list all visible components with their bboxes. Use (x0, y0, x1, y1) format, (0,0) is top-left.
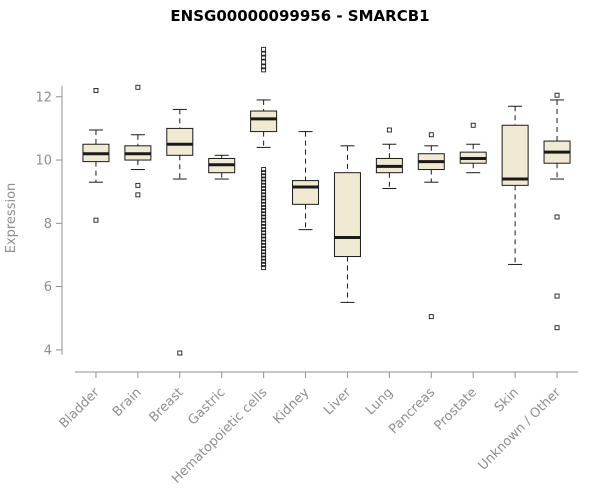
outlier-unknown-other (554, 92, 560, 98)
outlier-hematopoietic-cells (261, 243, 267, 248)
outlier-hematopoietic-cells (261, 176, 267, 182)
y-tick-label: 6 (44, 280, 52, 295)
outlier-hematopoietic-cells (261, 173, 267, 179)
outlier-pancreas (428, 314, 434, 320)
outlier-brain (135, 182, 141, 188)
outlier-hematopoietic-cells (261, 192, 267, 198)
outlier-brain (135, 84, 141, 90)
outlier-hematopoietic-cells (261, 239, 267, 245)
outlier-hematopoietic-cells (261, 170, 267, 176)
y-tick-label: 10 (35, 154, 52, 169)
x-tick-label-brain: Brain (110, 385, 145, 420)
outlier-hematopoietic-cells (261, 233, 267, 239)
y-tick-label: 8 (44, 217, 52, 232)
outlier-unknown-other (554, 214, 560, 220)
x-tick-label-kidney: Kidney (270, 385, 312, 427)
x-tick-label-prostate: Prostate (432, 385, 480, 433)
outlier-brain (135, 192, 141, 198)
x-tick-label-liver: Liver (321, 385, 355, 419)
x-tick-label-lung: Lung (363, 385, 396, 418)
outlier-hematopoietic-cells (261, 189, 267, 195)
outlier-hematopoietic-cells (261, 220, 267, 226)
outlier-hematopoietic-cells (261, 224, 267, 229)
x-tick-label-breast: Breast (146, 385, 186, 425)
outlier-hematopoietic-cells (261, 261, 267, 267)
outlier-hematopoietic-cells (261, 265, 267, 271)
outlier-hematopoietic-cells (261, 205, 267, 210)
outlier-bladder (93, 217, 99, 223)
outlier-hematopoietic-cells (261, 182, 267, 188)
x-tick-label-unknown-other: Unknown / Other (476, 385, 565, 474)
box-skin (501, 124, 529, 186)
outlier-hematopoietic-cells (261, 179, 267, 185)
outlier-hematopoietic-cells (261, 64, 267, 70)
outlier-hematopoietic-cells (261, 208, 267, 214)
outlier-lung (386, 127, 392, 133)
box-hematopoietic-cells (250, 110, 278, 133)
y-axis-label: Expression (4, 183, 19, 254)
y-tick-label: 4 (44, 343, 52, 358)
x-tick-label-pancreas: Pancreas (386, 385, 438, 437)
outlier-hematopoietic-cells (261, 54, 267, 60)
outlier-bladder (93, 88, 99, 93)
outlier-breast (177, 350, 183, 356)
outlier-hematopoietic-cells (261, 167, 267, 172)
outlier-unknown-other (554, 325, 560, 331)
outlier-hematopoietic-cells (261, 230, 267, 236)
outlier-hematopoietic-cells (261, 59, 267, 65)
outlier-hematopoietic-cells (261, 214, 267, 220)
outlier-hematopoietic-cells (261, 217, 267, 223)
outlier-hematopoietic-cells (261, 51, 267, 57)
outlier-hematopoietic-cells (261, 249, 267, 255)
outlier-hematopoietic-cells (261, 186, 267, 191)
x-tick-label-bladder: Bladder (57, 385, 104, 432)
outlier-hematopoietic-cells (261, 236, 267, 242)
outlier-hematopoietic-cells (261, 195, 267, 201)
box-kidney (292, 180, 320, 205)
outlier-hematopoietic-cells (261, 246, 267, 252)
outlier-hematopoietic-cells (261, 255, 267, 261)
outlier-hematopoietic-cells (261, 227, 267, 233)
box-liver (333, 172, 361, 258)
outlier-hematopoietic-cells (261, 252, 267, 258)
outlier-pancreas (428, 132, 434, 138)
outlier-hematopoietic-cells (261, 211, 267, 217)
y-tick-label: 12 (35, 90, 52, 105)
outlier-hematopoietic-cells (261, 46, 267, 52)
outlier-prostate (470, 122, 476, 128)
outlier-hematopoietic-cells (261, 258, 267, 264)
outlier-hematopoietic-cells (261, 201, 267, 207)
outlier-hematopoietic-cells (261, 67, 267, 73)
chart-title: ENSG00000099956 - SMARCB1 (170, 7, 429, 25)
x-tick-label-skin: Skin (492, 385, 522, 415)
outlier-unknown-other (554, 293, 560, 299)
box-breast (166, 127, 194, 156)
outlier-hematopoietic-cells (261, 198, 267, 204)
